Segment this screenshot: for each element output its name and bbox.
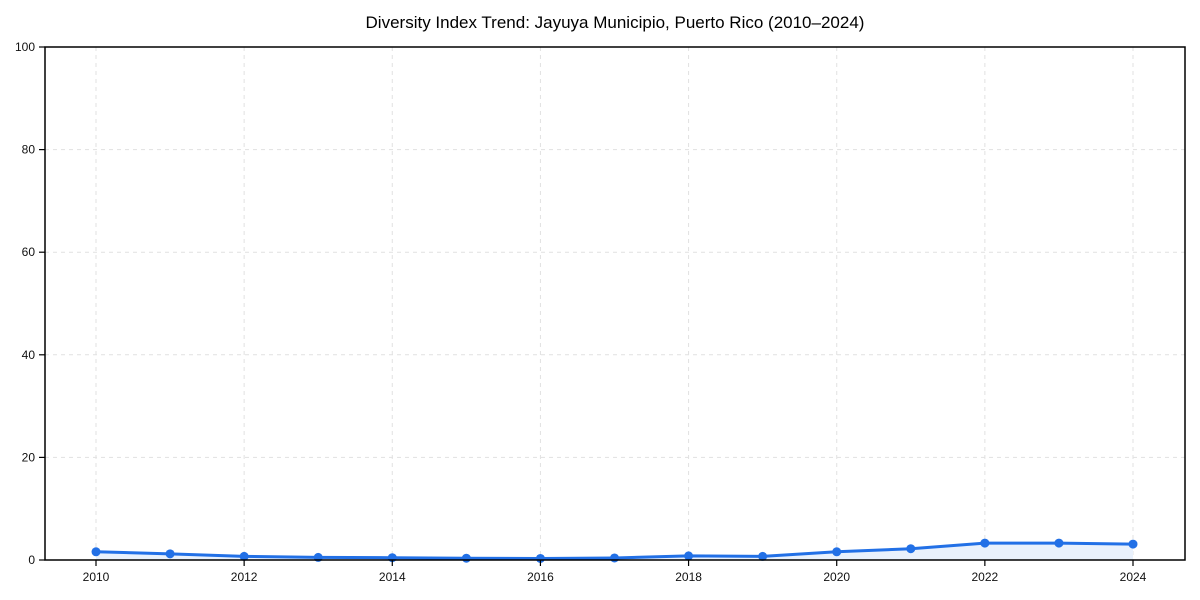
- data-point: [610, 553, 619, 563]
- data-point: [239, 551, 249, 561]
- data-point: [91, 547, 101, 557]
- x-tick-label: 2012: [231, 570, 258, 584]
- y-tick-label: 100: [15, 40, 35, 54]
- chart-title: Diversity Index Trend: Jayuya Municipio,…: [365, 13, 865, 32]
- series-area: [96, 543, 1133, 560]
- y-tick-label: 20: [22, 450, 36, 464]
- x-tick-label: 2024: [1120, 570, 1147, 584]
- x-tick-label: 2022: [972, 570, 999, 584]
- data-point: [980, 538, 990, 548]
- data-point: [165, 549, 175, 559]
- y-tick-label: 80: [22, 143, 36, 157]
- y-tick-label: 0: [28, 553, 35, 567]
- data-point: [1054, 538, 1064, 548]
- x-tick-label: 2016: [527, 570, 554, 584]
- x-tick-label: 2020: [823, 570, 850, 584]
- data-point: [1128, 539, 1138, 549]
- data-point: [758, 551, 768, 561]
- y-tick-label: 60: [22, 245, 36, 259]
- plot-border: [44, 46, 1186, 561]
- data-point: [684, 551, 694, 561]
- x-tick-label: 2018: [675, 570, 702, 584]
- data-point: [461, 553, 471, 563]
- data-point: [832, 547, 842, 557]
- x-tick-label: 2010: [83, 570, 110, 584]
- data-point: [906, 544, 916, 554]
- x-tick-label: 2014: [379, 570, 406, 584]
- y-tick-label: 40: [22, 348, 36, 362]
